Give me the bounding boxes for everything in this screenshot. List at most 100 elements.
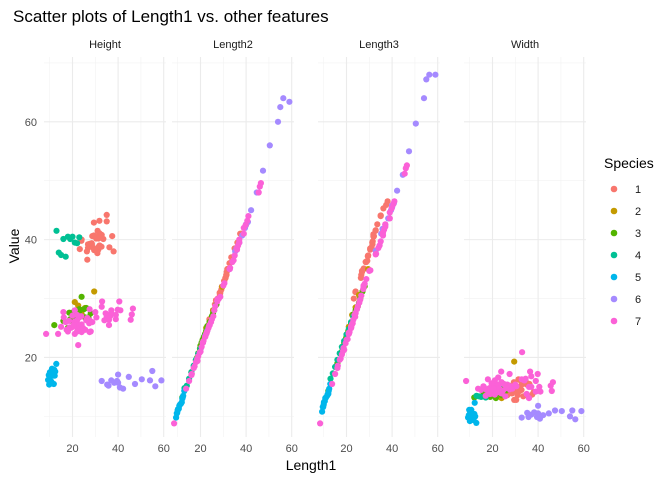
point-species-1 bbox=[109, 233, 116, 240]
legend-item-species-6: 6 bbox=[610, 294, 641, 306]
point-species-6 bbox=[131, 380, 139, 388]
point-species-1 bbox=[350, 295, 357, 302]
point-species-7 bbox=[231, 252, 238, 259]
point-species-7 bbox=[194, 356, 201, 363]
point-species-6 bbox=[551, 407, 559, 414]
point-species-7 bbox=[525, 395, 533, 402]
point-species-7 bbox=[227, 264, 234, 271]
point-species-1 bbox=[513, 396, 520, 403]
point-species-7 bbox=[171, 420, 178, 427]
strip-label: Length3 bbox=[359, 39, 399, 51]
point-species-7 bbox=[116, 298, 123, 305]
point-species-7 bbox=[536, 383, 543, 390]
point-species-5 bbox=[319, 408, 326, 415]
point-species-7 bbox=[391, 198, 398, 205]
y-tick-label: 60 bbox=[25, 117, 37, 129]
point-species-6 bbox=[248, 207, 255, 214]
point-species-6 bbox=[566, 413, 574, 420]
point-species-6 bbox=[423, 76, 430, 83]
y-axis-title: Value bbox=[6, 228, 22, 263]
point-species-6 bbox=[412, 120, 419, 127]
point-species-7 bbox=[363, 276, 370, 283]
point-species-1 bbox=[106, 244, 113, 251]
point-species-6 bbox=[535, 402, 542, 409]
strip-label: Width bbox=[511, 39, 539, 51]
point-species-7 bbox=[78, 313, 85, 320]
point-species-7 bbox=[70, 322, 77, 329]
legend-key bbox=[610, 273, 618, 281]
legend-item-species-3: 3 bbox=[610, 228, 641, 240]
point-species-7 bbox=[548, 387, 555, 395]
x-tick-label: 60 bbox=[286, 443, 298, 455]
point-species-1 bbox=[88, 240, 95, 247]
y-tick-label: 40 bbox=[25, 235, 37, 247]
legend-item-species-4: 4 bbox=[610, 250, 641, 262]
point-species-7 bbox=[129, 305, 136, 312]
point-species-6 bbox=[535, 410, 542, 417]
point-species-7 bbox=[379, 232, 387, 239]
point-species-1 bbox=[100, 235, 107, 243]
x-tick-label: 40 bbox=[386, 443, 398, 455]
point-species-6 bbox=[277, 104, 284, 111]
point-species-7 bbox=[506, 370, 513, 378]
x-tick-label: 20 bbox=[194, 443, 206, 455]
point-species-2 bbox=[91, 288, 98, 295]
point-species-7 bbox=[340, 347, 347, 355]
point-species-5 bbox=[471, 399, 478, 406]
panel-length3: Length3 20 40 60 bbox=[317, 35, 444, 455]
point-species-1 bbox=[76, 246, 83, 253]
point-species-6 bbox=[426, 71, 433, 78]
x-tick-label: 20 bbox=[340, 443, 352, 455]
point-species-7 bbox=[87, 328, 94, 335]
point-species-7 bbox=[117, 307, 124, 314]
point-species-7 bbox=[188, 372, 195, 379]
point-species-7 bbox=[532, 377, 539, 385]
strip-background bbox=[318, 35, 440, 53]
point-species-7 bbox=[317, 420, 324, 427]
point-species-7 bbox=[58, 323, 65, 330]
point-species-7 bbox=[480, 383, 487, 390]
x-tick-label: 20 bbox=[486, 443, 498, 455]
point-species-6 bbox=[420, 95, 428, 102]
point-species-7 bbox=[357, 296, 364, 303]
point-species-5 bbox=[53, 360, 60, 367]
point-species-7 bbox=[484, 376, 491, 383]
point-species-7 bbox=[206, 322, 213, 329]
point-species-5 bbox=[473, 419, 480, 426]
point-species-7 bbox=[352, 313, 359, 320]
legend-key bbox=[610, 207, 618, 215]
y-tick-label: 20 bbox=[25, 352, 37, 364]
point-species-7 bbox=[534, 370, 541, 378]
point-species-7 bbox=[240, 230, 247, 237]
strip-label: Length2 bbox=[213, 39, 253, 51]
point-species-7 bbox=[86, 306, 93, 313]
point-species-6 bbox=[274, 118, 282, 125]
point-species-7 bbox=[490, 385, 497, 392]
point-species-7 bbox=[403, 162, 410, 169]
point-species-7 bbox=[498, 368, 505, 375]
legend-key bbox=[610, 185, 618, 193]
point-species-7 bbox=[55, 330, 62, 337]
point-species-7 bbox=[66, 317, 73, 324]
strip-label: Height bbox=[89, 39, 121, 51]
legend-item-species-5: 5 bbox=[610, 272, 641, 284]
point-species-7 bbox=[60, 314, 67, 321]
point-species-6 bbox=[125, 373, 132, 380]
legend: Species 1 2 3 4 5 6 7 bbox=[604, 155, 654, 328]
point-species-4 bbox=[76, 234, 83, 241]
point-species-7 bbox=[197, 348, 204, 355]
point-species-6 bbox=[286, 98, 293, 105]
point-species-7 bbox=[495, 374, 502, 381]
point-species-1 bbox=[374, 221, 381, 228]
point-species-7 bbox=[373, 250, 380, 257]
legend-key bbox=[610, 229, 618, 237]
x-tick-label: 60 bbox=[158, 443, 170, 455]
point-species-7 bbox=[128, 311, 135, 318]
point-species-6 bbox=[540, 412, 547, 419]
point-species-7 bbox=[112, 316, 119, 323]
strip-background bbox=[464, 35, 586, 53]
point-species-7 bbox=[233, 246, 241, 253]
point-species-7 bbox=[528, 383, 535, 390]
x-axis-title: Length1 bbox=[286, 457, 337, 473]
legend-label: 3 bbox=[635, 228, 641, 240]
